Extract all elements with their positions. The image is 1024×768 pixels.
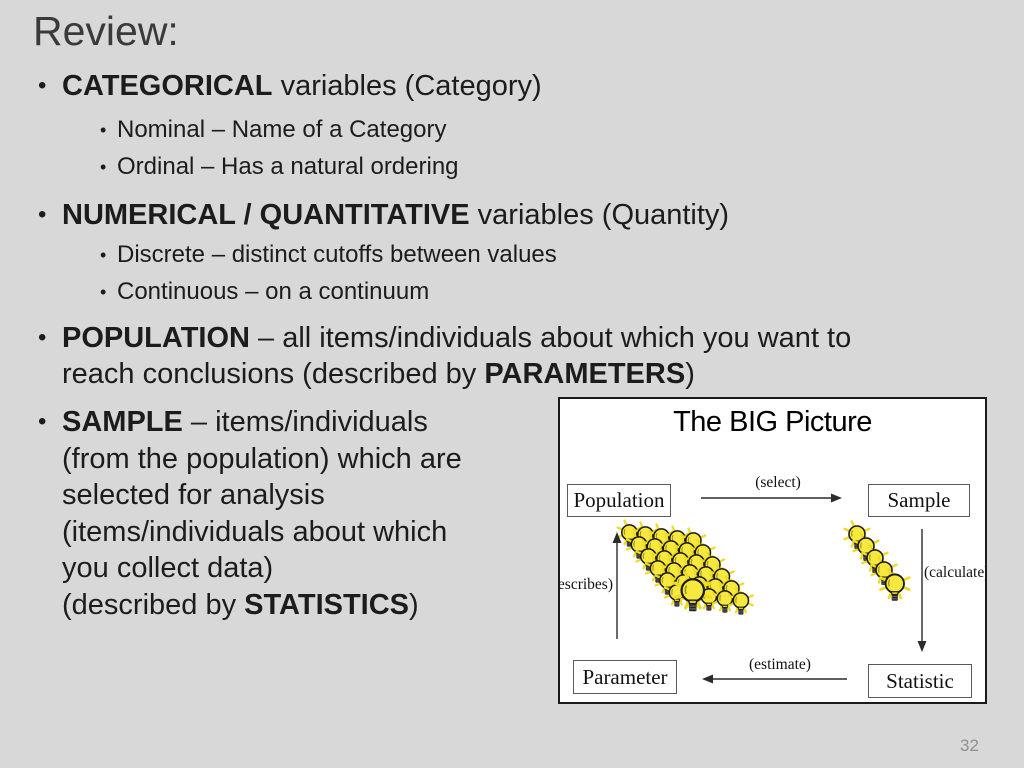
describes-arrow-label: (describes) <box>558 576 613 593</box>
diagram-title: The BIG Picture <box>673 406 872 438</box>
bullet-item: • Ordinal – Has a natural ordering <box>100 152 459 182</box>
select-arrow-label: (select) <box>755 474 801 491</box>
estimate-arrow-label: (estimate) <box>749 656 811 673</box>
bullet-item: • Discrete – distinct cutoffs between val… <box>100 240 557 270</box>
bullet-line: NUMERICAL / QUANTITATIVE variables (Quan… <box>62 199 730 231</box>
bullet-item: • Nominal – Name of a Category <box>100 115 446 145</box>
bullet-line: Discrete – distinct cutoffs between valu… <box>117 241 557 268</box>
bullet-line: POPULATION – all items/individuals about… <box>62 322 852 354</box>
big-picture-diagram: The BIG Picture Population Sample Parame… <box>558 397 987 704</box>
lightbulb-icon <box>673 571 712 612</box>
population-box: Population <box>567 484 671 517</box>
bullet-item: • SAMPLE – items/individuals (from the pop… <box>38 404 462 623</box>
bullet-line: you collect data) <box>62 552 274 584</box>
bullet-item: • CATEGORICAL variables (Category) <box>38 68 542 104</box>
bullet-line: selected for analysis <box>62 479 325 511</box>
bullet-marker: • <box>100 157 107 177</box>
parameter-box: Parameter <box>573 660 677 694</box>
sample-label: Sample <box>887 488 951 512</box>
statistic-box: Statistic <box>868 664 972 698</box>
bullet-item: • NUMERICAL / QUANTITATIVE variables (Qua… <box>38 197 729 233</box>
bullet-marker: • <box>100 245 107 265</box>
bullet-marker: • <box>100 120 107 140</box>
bullet-marker: • <box>38 72 47 99</box>
lightbulb-icon <box>879 567 911 601</box>
page-title: Review: <box>33 8 179 54</box>
sample-box: Sample <box>868 484 970 517</box>
bullet-marker: • <box>38 324 47 351</box>
bullet-line: Nominal – Name of a Category <box>117 116 447 143</box>
bullet-line: (items/individuals about which <box>62 515 448 548</box>
bullet-line: reach conclusions (described by PARAMETE… <box>62 358 695 390</box>
lightbulb-icon <box>727 587 754 615</box>
bullet-item: • POPULATION – all items/individuals abou… <box>38 320 851 392</box>
bullet-item: • Continuous – on a continuum <box>100 277 429 307</box>
bullet-marker: • <box>38 201 47 228</box>
bullet-marker: • <box>100 282 107 302</box>
bullet-line: Ordinal – Has a natural ordering <box>117 153 459 180</box>
calculate-arrow-label: (calculate) <box>924 564 987 581</box>
bullet-line: CATEGORICAL variables (Category) <box>62 70 542 102</box>
bullet-marker: • <box>38 408 47 435</box>
diagram-graphics <box>612 493 927 684</box>
population-label: Population <box>573 488 665 512</box>
bullet-line: Continuous – on a continuum <box>117 278 430 305</box>
parameter-label: Parameter <box>582 664 668 689</box>
statistic-label: Statistic <box>886 668 954 693</box>
bullet-line: (described by STATISTICS) <box>62 588 419 621</box>
bullet-line: SAMPLE – items/individuals <box>62 406 428 438</box>
bullet-line: (from the population) which are <box>62 442 462 475</box>
page-number: 32 <box>960 736 979 755</box>
